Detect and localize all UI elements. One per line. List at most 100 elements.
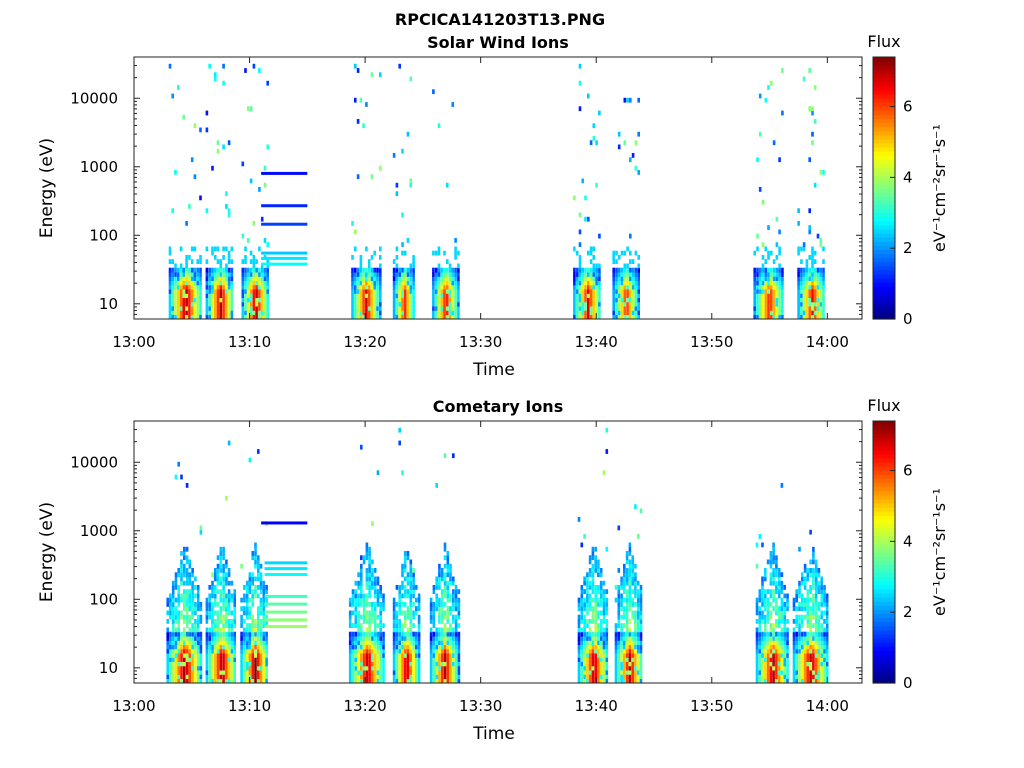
flux-cell xyxy=(401,593,404,599)
flux-cell xyxy=(631,653,634,658)
flux-cell xyxy=(240,614,243,620)
flux-cell xyxy=(406,606,410,611)
flux-cell xyxy=(775,559,778,565)
flux-cell xyxy=(615,289,618,294)
flux-cell xyxy=(586,576,589,582)
flux-cell xyxy=(262,589,266,594)
flux-cell xyxy=(586,572,589,578)
flux-cell xyxy=(626,97,629,103)
flux-cell xyxy=(434,280,438,286)
flux-cell xyxy=(216,623,220,628)
flux-cell xyxy=(211,585,214,590)
flux-cell xyxy=(348,610,352,616)
flux-cell xyxy=(639,585,643,590)
flux-cell xyxy=(263,165,267,171)
flux-cell xyxy=(185,255,188,260)
flux-cell xyxy=(432,280,435,286)
flux-cell xyxy=(758,640,762,645)
flux-cell xyxy=(770,80,773,86)
colorbar-title: Flux xyxy=(867,396,900,415)
flux-cell xyxy=(786,678,789,684)
flux-cell xyxy=(451,289,455,294)
flux-cell xyxy=(262,606,266,611)
flux-cell xyxy=(775,272,779,277)
flux-cell xyxy=(631,670,634,675)
flux-cell xyxy=(432,606,436,611)
flux-cell xyxy=(443,272,446,277)
flux-cell xyxy=(230,593,234,599)
flux-line xyxy=(264,610,308,614)
flux-cell xyxy=(575,276,579,281)
flux-cell xyxy=(454,597,458,603)
flux-cell xyxy=(806,670,810,675)
flux-cell xyxy=(595,140,598,146)
flux-cell xyxy=(177,619,180,624)
flux-cell xyxy=(183,597,186,603)
flux-cell xyxy=(756,280,759,286)
flux-cell xyxy=(758,276,762,281)
flux-cell xyxy=(398,678,401,684)
flux-cell xyxy=(249,267,253,273)
flux-cell xyxy=(265,614,268,620)
flux-cell xyxy=(817,661,821,667)
flux-cell xyxy=(639,602,643,607)
flux-cell xyxy=(382,644,385,650)
flux-cell xyxy=(401,297,404,303)
flux-cell xyxy=(205,602,209,607)
flux-cell xyxy=(792,640,796,645)
flux-cell xyxy=(629,306,632,311)
flux-cell xyxy=(216,657,220,662)
flux-cell xyxy=(443,631,447,637)
flux-cell xyxy=(631,306,635,311)
flux-cell xyxy=(205,259,209,264)
x-tick-label: 13:30 xyxy=(459,333,502,351)
flux-cell xyxy=(639,648,643,654)
flux-cell xyxy=(808,289,811,294)
flux-cell xyxy=(214,72,217,78)
flux-cell xyxy=(373,293,376,298)
flux-cell xyxy=(214,640,217,645)
flux-cell xyxy=(222,276,225,281)
flux-cell xyxy=(365,674,369,679)
flux-cell xyxy=(183,563,186,569)
flux-cell xyxy=(586,606,589,611)
flux-cell xyxy=(446,301,449,307)
flux-cell xyxy=(599,597,603,603)
flux-cell xyxy=(230,276,234,281)
flux-cell xyxy=(194,670,197,675)
flux-cell xyxy=(266,242,269,247)
flux-cell xyxy=(581,284,584,290)
flux-cell xyxy=(243,606,246,611)
flux-cell xyxy=(440,267,444,273)
flux-cell xyxy=(575,301,579,307)
flux-cell xyxy=(588,657,592,662)
flux-cell xyxy=(806,653,810,658)
flux-cell xyxy=(254,678,257,684)
flux-cell xyxy=(639,674,643,679)
flux-cell xyxy=(371,572,374,578)
flux-cell xyxy=(588,593,592,599)
flux-cell xyxy=(777,606,781,611)
flux-cell xyxy=(367,297,371,303)
flux-cell xyxy=(227,310,231,315)
flux-cell xyxy=(199,276,202,281)
x-tick-label: 13:40 xyxy=(575,333,618,351)
flux-cell xyxy=(813,119,817,124)
flux-cell xyxy=(820,644,823,650)
flux-cell xyxy=(185,280,188,286)
flux-cell xyxy=(589,306,593,311)
flux-cell xyxy=(595,306,598,311)
flux-cell xyxy=(620,289,624,294)
flux-cell xyxy=(449,572,452,578)
flux-line xyxy=(264,625,308,629)
flux-cell xyxy=(777,619,781,624)
flux-cell xyxy=(177,267,180,273)
flux-cell xyxy=(580,619,584,624)
flux-cell xyxy=(219,653,223,658)
flux-cell xyxy=(214,636,217,641)
flux-cell xyxy=(617,297,621,303)
flux-cell xyxy=(434,250,438,256)
flux-cell xyxy=(594,640,597,645)
flux-cell xyxy=(806,572,810,578)
flux-cell xyxy=(577,614,581,620)
